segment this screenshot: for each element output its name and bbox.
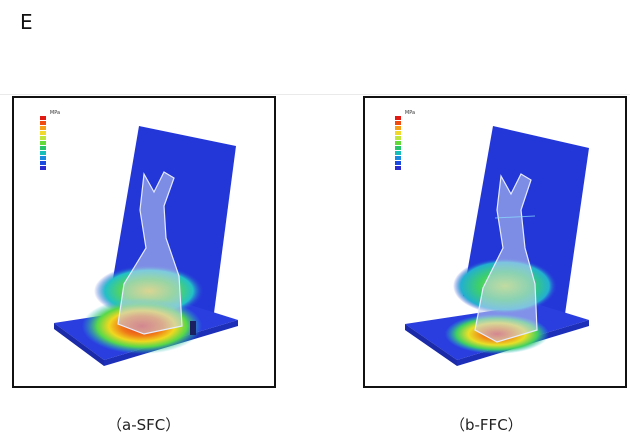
stress-legend: MPa: [395, 110, 425, 171]
caption-sfc: （a-SFC）: [107, 416, 181, 434]
legend-swatch: [395, 136, 425, 140]
legend-swatch: [395, 141, 425, 145]
legend-swatch: [40, 116, 70, 120]
legend-swatch: [395, 126, 425, 130]
legend-swatch: [395, 116, 425, 120]
legend-swatch: [395, 151, 425, 155]
legend-swatch: [40, 126, 70, 130]
panel-letter: E: [20, 10, 33, 34]
legend-swatch: [40, 136, 70, 140]
legend-swatch: [40, 121, 70, 125]
legend-swatch: [395, 166, 425, 170]
stress-legend: MPa: [40, 110, 70, 171]
legend-scale: [395, 116, 425, 170]
legend-swatch: [40, 161, 70, 165]
fea-panel-ffc: MPa: [363, 96, 627, 388]
fea-model-image: [54, 126, 238, 366]
legend-scale: [40, 116, 70, 170]
divider: [0, 94, 630, 95]
legend-swatch: [395, 161, 425, 165]
fea-panel-sfc: MPa: [12, 96, 276, 388]
legend-swatch: [40, 151, 70, 155]
legend-swatch: [40, 146, 70, 150]
legend-swatch: [40, 166, 70, 170]
fea-model-image: [405, 126, 589, 366]
legend-swatch: [40, 131, 70, 135]
caption-ffc: （b-FFC）: [450, 416, 523, 434]
legend-swatch: [395, 131, 425, 135]
legend-swatch: [395, 146, 425, 150]
legend-swatch: [395, 156, 425, 160]
legend-unit: MPa: [49, 110, 61, 116]
legend-swatch: [40, 141, 70, 145]
tooth-model: [117, 171, 183, 335]
legend-swatch: [395, 121, 425, 125]
legend-swatch: [40, 156, 70, 160]
legend-unit: MPa: [404, 110, 416, 116]
